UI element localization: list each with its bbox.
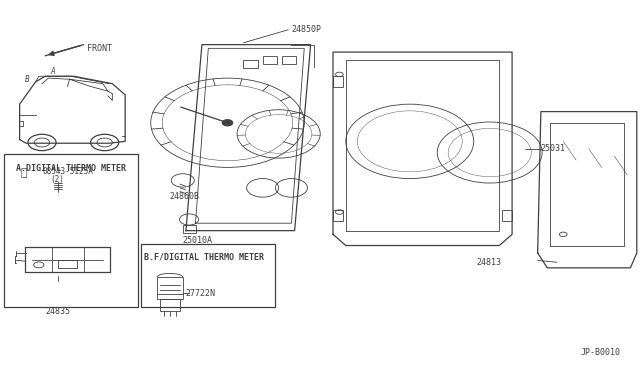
Text: A.DIGITAL THERMO METER: A.DIGITAL THERMO METER (16, 164, 126, 173)
Text: 08543-5125A: 08543-5125A (42, 167, 93, 176)
Bar (262, 56, 276, 64)
Bar (182, 225, 195, 232)
Bar (58, 260, 77, 268)
Bar (282, 56, 296, 64)
Text: (2): (2) (51, 175, 64, 184)
Bar (4, 154, 138, 307)
Text: B.F/DIGITAL THERMO METER: B.F/DIGITAL THERMO METER (145, 253, 264, 262)
Text: 27722N: 27722N (186, 289, 216, 298)
Text: 24860B: 24860B (170, 192, 200, 201)
Text: 25031: 25031 (541, 144, 566, 153)
Bar (157, 277, 182, 299)
Text: JP-B0010: JP-B0010 (581, 348, 621, 357)
Text: B: B (25, 75, 29, 84)
Text: 24850P: 24850P (291, 25, 321, 34)
Bar (333, 210, 342, 221)
Text: 25010A: 25010A (182, 236, 212, 245)
Circle shape (222, 120, 232, 126)
Text: A: A (51, 67, 55, 76)
Text: FRONT: FRONT (87, 44, 112, 53)
Bar (502, 210, 512, 221)
Bar (333, 76, 342, 87)
Bar (243, 60, 257, 68)
Text: Ⓢ: Ⓢ (21, 168, 28, 178)
Text: 24835: 24835 (45, 307, 70, 316)
Bar (161, 299, 179, 311)
Text: 24813: 24813 (477, 258, 502, 267)
Bar (141, 244, 275, 307)
